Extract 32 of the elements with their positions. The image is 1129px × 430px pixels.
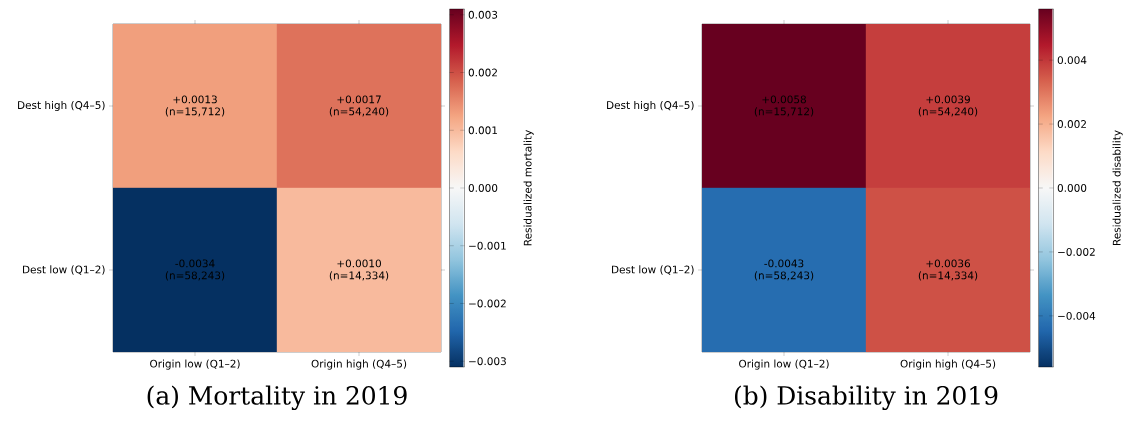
data-label: +0.0036 (n=14,334) bbox=[918, 259, 978, 281]
color-bar-label: −0.002 bbox=[1058, 247, 1095, 256]
color-bar-label: 0.000 bbox=[468, 184, 498, 192]
data-label: +0.0058 (n=15,712) bbox=[754, 95, 814, 117]
x-tick-label: Origin high (Q4–5) bbox=[311, 359, 407, 370]
y-tick-label: Dest low (Q1–2) bbox=[23, 265, 105, 275]
color-bar-label: 0.001 bbox=[468, 126, 498, 135]
data-label: +0.0017 (n=54,240) bbox=[329, 95, 389, 117]
text: (b) Disability in 2019 bbox=[734, 385, 998, 410]
data-label: +0.0039 (n=54,240) bbox=[918, 95, 978, 117]
x-tick-label: Origin high (Q4–5) bbox=[900, 359, 996, 370]
color-bar-label: 0.003 bbox=[468, 10, 498, 19]
color-bar-label: 0.002 bbox=[468, 68, 497, 77]
data-label: -0.0034 (n=58,243) bbox=[165, 259, 225, 281]
x-tick-label: Origin low (Q1–2) bbox=[150, 359, 240, 370]
data-label: -0.0043 (n=58,243) bbox=[754, 259, 814, 281]
color-bar-label: −0.001 bbox=[469, 241, 506, 250]
data-label: +0.0013 (n=15,712) bbox=[165, 95, 225, 117]
x-tick-label: Origin low (Q1–2) bbox=[739, 359, 829, 370]
color-bar-label: 0.002 bbox=[1057, 120, 1086, 129]
color-bar-label: 0.004 bbox=[1057, 56, 1087, 65]
color-bar-title: Residualized mortality bbox=[523, 130, 534, 246]
text: (a) Mortality in 2019 bbox=[147, 385, 407, 410]
data-label: +0.0010 (n=14,334) bbox=[329, 259, 389, 281]
color-bar-label: −0.004 bbox=[1058, 311, 1096, 320]
y-tick-label: Dest high (Q4–5) bbox=[18, 100, 105, 112]
y-tick-label: Dest high (Q4–5) bbox=[607, 100, 694, 112]
color-bar-label: −0.002 bbox=[469, 299, 506, 308]
color-bar-title: Residualized disability bbox=[1112, 130, 1123, 245]
y-tick-label: Dest low (Q1–2) bbox=[612, 265, 694, 275]
color-bar-label: 0.000 bbox=[1057, 184, 1087, 192]
color-bar-label: −0.003 bbox=[469, 357, 506, 366]
